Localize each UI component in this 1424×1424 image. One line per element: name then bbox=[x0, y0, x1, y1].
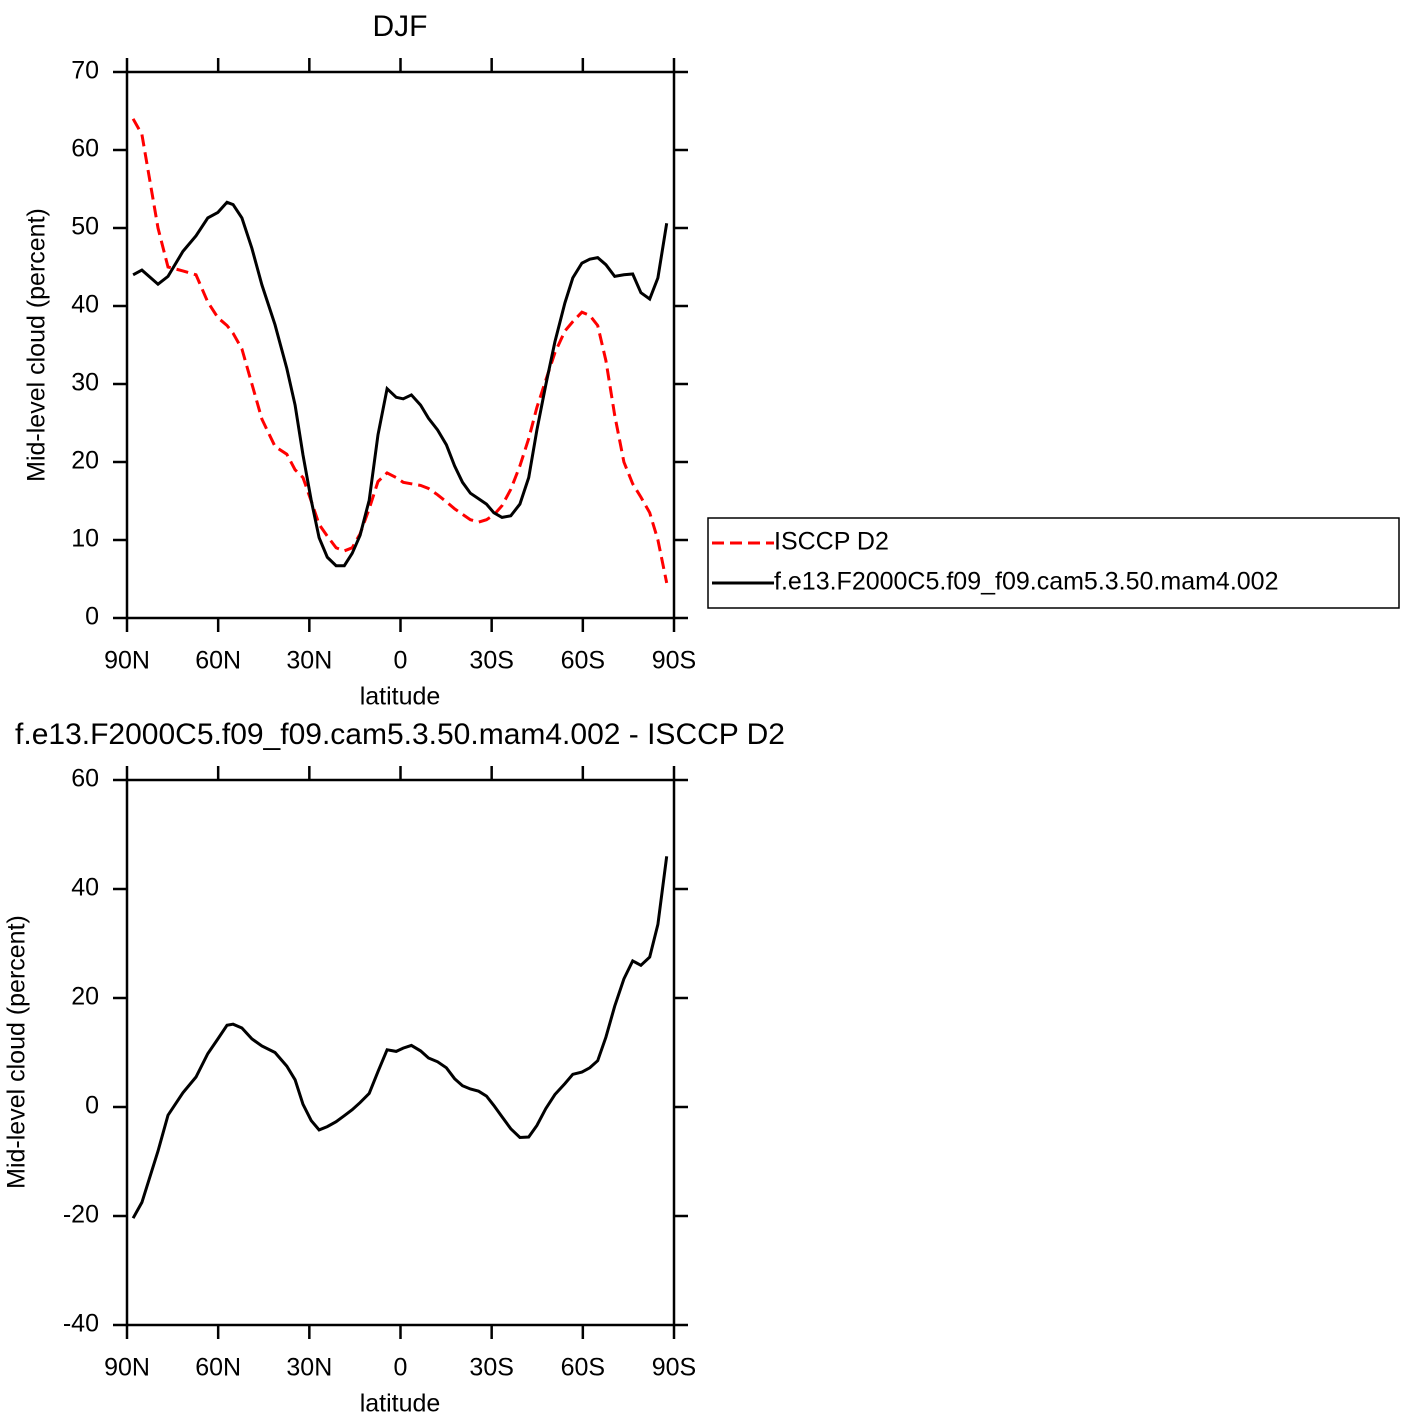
legend-box bbox=[707, 517, 1400, 609]
x-tick-label: 60N bbox=[195, 1354, 241, 1382]
x-tick-label: 90N bbox=[104, 1354, 150, 1382]
y-tick-label: 20 bbox=[71, 983, 99, 1011]
x-tick-label: 90N bbox=[104, 647, 150, 675]
legend-label: f.e13.F2000C5.f09_f09.cam5.3.50.mam4.002 bbox=[774, 568, 1279, 596]
y-tick-label: 60 bbox=[71, 765, 99, 793]
y-tick-label: -40 bbox=[63, 1310, 99, 1338]
y-tick-label: 70 bbox=[71, 57, 99, 85]
x-tick-label: 30S bbox=[469, 647, 513, 675]
data-line bbox=[132, 200, 669, 568]
data-line bbox=[131, 856, 669, 1219]
x-tick-label: 30N bbox=[286, 647, 332, 675]
y-axis-label: Mid-level cloud (percent) bbox=[3, 915, 31, 1189]
x-tick-label: 30S bbox=[469, 1354, 513, 1382]
y-tick-label: 40 bbox=[71, 874, 99, 902]
x-axis-label: latitude bbox=[360, 683, 441, 711]
x-tick-label: 60S bbox=[561, 647, 605, 675]
x-axis-label: latitude bbox=[360, 1390, 441, 1418]
chart-title: f.e13.F2000C5.f09_f09.cam5.3.50.mam4.002… bbox=[15, 718, 785, 751]
legend-label: ISCCP D2 bbox=[774, 528, 889, 556]
y-tick-label: 60 bbox=[71, 135, 99, 163]
y-tick-label: 50 bbox=[71, 213, 99, 241]
x-tick-label: 0 bbox=[394, 1354, 408, 1382]
x-tick-label: 90S bbox=[652, 1354, 696, 1382]
y-tick-label: 20 bbox=[71, 447, 99, 475]
y-tick-label: -20 bbox=[63, 1201, 99, 1229]
plot-frame bbox=[125, 70, 676, 620]
x-tick-label: 0 bbox=[394, 647, 408, 675]
y-axis-label: Mid-level cloud (percent) bbox=[23, 208, 51, 482]
data-line bbox=[131, 118, 669, 584]
x-tick-label: 60S bbox=[561, 1354, 605, 1382]
y-tick-label: 40 bbox=[71, 291, 99, 319]
x-tick-label: 90S bbox=[652, 647, 696, 675]
y-tick-label: 30 bbox=[71, 369, 99, 397]
y-tick-label: 0 bbox=[85, 1092, 99, 1120]
x-tick-label: 30N bbox=[286, 1354, 332, 1382]
y-tick-label: 0 bbox=[85, 603, 99, 631]
chart-title: DJF bbox=[373, 10, 428, 43]
y-tick-label: 10 bbox=[71, 525, 99, 553]
x-tick-label: 60N bbox=[195, 647, 241, 675]
